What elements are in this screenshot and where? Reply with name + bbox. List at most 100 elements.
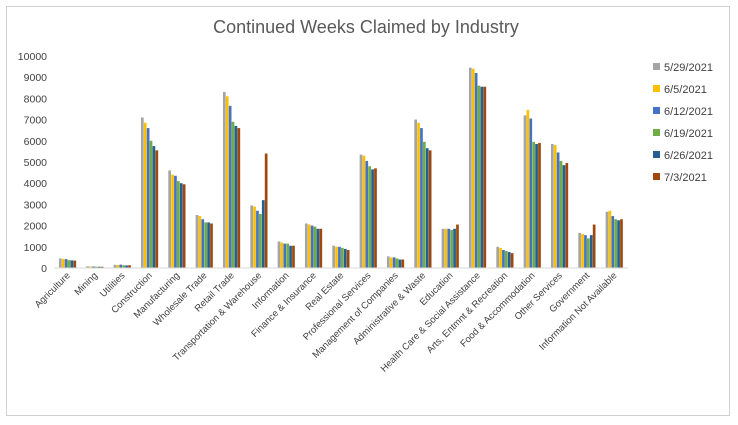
bar — [480, 86, 484, 269]
bar — [122, 265, 126, 268]
y-tick-label: 7000 — [24, 115, 48, 127]
bar — [562, 165, 566, 268]
legend-label: 6/26/2021 — [664, 150, 713, 162]
bar — [286, 243, 290, 268]
bar — [264, 153, 268, 268]
y-tick-label: 5000 — [24, 157, 48, 169]
bar — [529, 118, 533, 268]
y-tick-label: 9000 — [24, 72, 48, 84]
bar — [617, 220, 620, 268]
y-tick-label: 10000 — [18, 51, 47, 63]
bar — [256, 210, 259, 268]
bar — [343, 248, 347, 268]
x-axis-categories: Agriculture MiningUtilitiesConstructionMa… — [33, 270, 620, 374]
bar — [204, 222, 208, 268]
bar — [253, 206, 256, 268]
legend-label: 7/3/2021 — [664, 172, 707, 184]
bar — [335, 246, 338, 268]
bar — [280, 242, 284, 268]
bar — [316, 228, 320, 268]
bar — [565, 163, 569, 268]
bar — [614, 219, 618, 268]
bar — [444, 228, 448, 268]
bar — [338, 246, 341, 268]
bar — [116, 265, 120, 268]
bar — [195, 215, 199, 268]
bar — [587, 238, 590, 268]
bar — [499, 247, 502, 268]
bar — [526, 110, 530, 268]
bar — [67, 260, 71, 268]
bar — [550, 143, 554, 268]
bar — [100, 266, 104, 268]
bar — [70, 260, 74, 268]
bar — [307, 224, 311, 268]
bar — [64, 259, 68, 268]
bar — [535, 143, 538, 268]
legend-swatch — [653, 107, 660, 114]
bar — [58, 258, 62, 268]
bar — [143, 122, 147, 268]
bar — [310, 225, 314, 268]
bar — [502, 249, 505, 268]
bar — [140, 117, 144, 268]
legend-label: 5/29/2021 — [664, 62, 713, 74]
bar — [319, 228, 323, 268]
bar — [605, 211, 609, 268]
bar — [86, 266, 89, 268]
bar — [611, 216, 615, 268]
bar — [398, 259, 402, 268]
x-tick-label: Mining — [73, 270, 101, 298]
bar — [456, 224, 459, 268]
bar — [128, 265, 131, 268]
bar — [146, 128, 150, 268]
bar — [368, 166, 372, 268]
y-tick-label: 6000 — [24, 136, 48, 148]
bar — [346, 249, 350, 268]
bar — [374, 168, 377, 268]
bar — [125, 265, 128, 268]
bar — [152, 146, 156, 268]
bar — [386, 256, 390, 268]
bar — [477, 85, 481, 269]
bar — [471, 68, 475, 268]
bar — [425, 148, 429, 268]
bar — [507, 252, 511, 268]
bar — [171, 174, 174, 268]
bar — [61, 258, 65, 268]
bar — [73, 260, 77, 268]
bar — [365, 160, 369, 268]
legend-label: 6/12/2021 — [664, 106, 713, 118]
legend-swatch — [653, 173, 660, 180]
legend-swatch — [653, 63, 660, 70]
bar — [523, 115, 527, 268]
bar — [149, 140, 153, 268]
bar — [453, 228, 456, 268]
bar — [578, 233, 581, 268]
bar — [468, 67, 472, 268]
legend: 5/29/2021 6/5/2021 6/12/2021 6/19/2021 6/26/… — [653, 62, 713, 184]
bar — [589, 235, 593, 268]
bar — [401, 259, 405, 268]
bar — [428, 150, 432, 268]
bar — [584, 235, 587, 268]
bar — [304, 223, 308, 268]
bar — [231, 121, 235, 268]
bar — [182, 184, 186, 268]
bar — [556, 152, 560, 268]
y-axis-ticks: 0 1000 2000 3000 4000 5000 6000 7000 8000 9000 100… — [18, 51, 47, 275]
bar — [292, 245, 295, 268]
bar — [392, 257, 396, 268]
bar — [210, 223, 213, 268]
bar — [474, 72, 478, 269]
bar — [201, 219, 205, 268]
bar — [414, 119, 417, 268]
legend-swatch — [653, 151, 660, 158]
bar — [447, 228, 451, 268]
bar — [505, 251, 508, 268]
y-tick-label: 3000 — [24, 199, 48, 211]
bar — [283, 243, 287, 268]
bar — [423, 141, 426, 268]
bar — [234, 125, 238, 269]
